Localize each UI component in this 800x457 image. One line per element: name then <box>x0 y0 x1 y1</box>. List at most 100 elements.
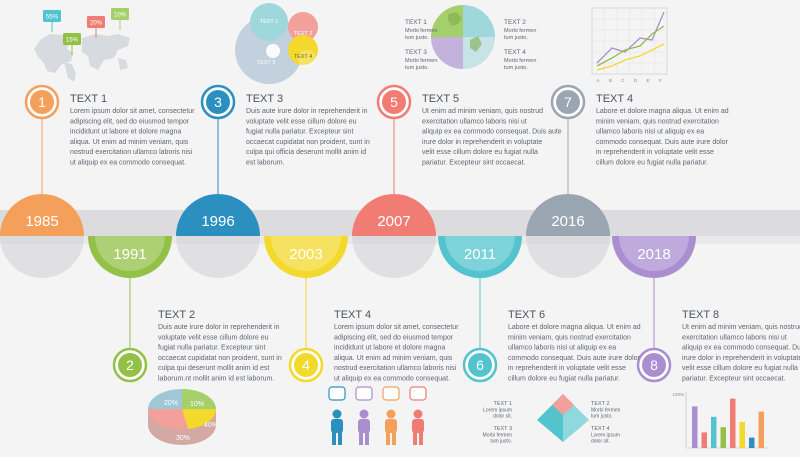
speech-bubble <box>328 386 346 401</box>
pyramid-legend-body: Lorem ipsum <box>483 408 512 414</box>
person-leg <box>413 432 417 445</box>
globe-legend-body: Morbi fermen <box>504 28 536 34</box>
person-body <box>385 419 397 433</box>
pyramid <box>537 394 589 442</box>
milestone-title: TEXT 6 <box>508 309 545 321</box>
globe-pie <box>431 5 495 69</box>
pie3d-label: 10% <box>190 401 204 408</box>
badge-number: 7 <box>564 94 572 110</box>
line-chart-tick: D <box>634 78 638 83</box>
bar <box>758 411 764 448</box>
globe-legend-title: TEXT 1 <box>405 19 427 26</box>
milestone-text: velit esse cillum dolore eu fugiat nulla <box>682 365 798 372</box>
badge-fill <box>206 90 230 114</box>
milestone-text: voluptate velit esse cillum dolore eu <box>158 334 269 341</box>
milestone-title: TEXT 2 <box>158 309 195 321</box>
bubble-label: TEXT 4 <box>294 54 313 60</box>
milestone-2: 1991 <box>88 236 172 278</box>
milestone-title: TEXT 8 <box>682 309 719 321</box>
pyramid-legend-title: TEXT 4 <box>591 426 610 432</box>
badge-number: 3 <box>214 94 222 110</box>
milestone-text: aliqua. Ut enim ad minim veniam, quis <box>70 139 189 146</box>
map-pin-label: 10% <box>114 13 127 19</box>
milestone-text: nostrud exercitation ullamco laboris nis… <box>334 365 457 372</box>
milestone-4: 2003 <box>264 236 348 278</box>
globe-legend-body: Morbi fermen <box>504 58 536 64</box>
milestone-text: irure dolor in reprehenderit in voluptat… <box>682 355 800 362</box>
bar <box>739 422 745 448</box>
milestone-text: Labore et dolore magna aliqua. Ut enim a… <box>508 324 641 331</box>
person-leg <box>419 432 423 445</box>
milestone-text: fugiat nulla pariatur. Excepteur sint <box>158 345 265 352</box>
milestone-text: culpa qui officia deserunt mollit anim i… <box>246 149 366 156</box>
line-chart-tick: E <box>646 78 649 83</box>
badge-fill <box>642 353 666 377</box>
globe-legend-body: tum justo. <box>405 35 429 41</box>
pyramid-legend-body: Morbi fermen <box>483 433 513 439</box>
year-label: 2007 <box>377 213 410 230</box>
person-leg <box>359 432 363 445</box>
semicircle-lower <box>88 236 172 278</box>
milestone-text: cillum dolore eu fugiat nulla pariatur. <box>596 160 708 167</box>
badge-number: 1 <box>38 94 46 110</box>
badge-number: 2 <box>126 357 134 373</box>
person-head <box>332 409 342 419</box>
person-leg <box>392 432 396 445</box>
semicircle-inner <box>619 236 689 271</box>
milestone-text: minim veniam, quis nostrud exercitation <box>596 118 719 125</box>
milestone-text: incididunt ut labore et dolore magna <box>334 345 445 352</box>
semicircle-lower <box>438 236 522 278</box>
milestone-text: velit esse cillum dolore eu fugiat nulla <box>422 149 538 156</box>
milestone-title: TEXT 4 <box>596 93 633 105</box>
globe-legend-title: TEXT 2 <box>504 19 526 26</box>
semicircle-upper <box>176 194 260 236</box>
milestone-text: irure dolor in reprehenderit in voluptat… <box>422 139 542 146</box>
milestone-7: 2016 <box>526 194 610 278</box>
semicircle-upper <box>352 194 436 236</box>
milestone-text: pariatur. Excepteur sint occaecat. <box>682 376 786 383</box>
person-leg <box>365 432 369 445</box>
milestone-text: Duis aute irure dolor in reprehenderit i… <box>246 108 368 115</box>
pie3d-label: 30% <box>176 435 190 442</box>
year-label: 1991 <box>113 246 146 263</box>
milestone-text: ut aliquip ex ea commodo consequat. <box>334 376 450 383</box>
globe-legend-body: Morbi fermen <box>405 28 437 34</box>
milestone-text: Lorem ipsum dolor sit amet, consectetur <box>70 108 195 115</box>
globe-legend-body: tum justo. <box>504 35 528 41</box>
milestone-5: 2007 <box>352 194 436 278</box>
semicircle-inner <box>445 236 515 271</box>
milestone-text: Duis aute irure dolor in reprehenderit i… <box>158 324 280 331</box>
person-body <box>412 419 424 433</box>
world-map <box>34 34 130 82</box>
milestone-text: exercitation ullamco laboris nisi ut <box>422 118 527 125</box>
map-pins: 55% 15% 20% 10% <box>43 8 129 55</box>
badge-fill <box>382 90 406 114</box>
pyramid-legend-body: dolor sit. <box>493 414 512 420</box>
milestone-3: 1996 <box>176 194 260 278</box>
milestone-text: Lorem ipsum dolor sit amet, consectetur <box>334 324 459 331</box>
badge-number: 4 <box>302 357 310 373</box>
text-layer: TEXT 1 Lorem ipsum dolor sit amet, consec… <box>70 19 800 445</box>
milestone-text: cillum dolore eu fugiat nulla pariatur. <box>508 376 620 383</box>
milestone-6: 2011 <box>438 236 522 278</box>
semicircle-lower <box>612 236 696 278</box>
badge-number: 6 <box>476 357 484 373</box>
bubble-label: TEXT 1 <box>260 19 279 25</box>
milestone-text: ut aliquip ex ea commodo consequat. <box>70 160 186 167</box>
milestone-text: occaecat cupidatat non proident, sunt in <box>158 355 282 362</box>
person-head <box>386 409 396 419</box>
milestone-text: laborum.nt mollit anim id est laborum. <box>158 376 274 383</box>
bar <box>720 427 726 448</box>
map-pin-label: 55% <box>46 15 59 21</box>
map-pin <box>63 33 81 45</box>
milestone-text: minim veniam, quis nostrud exercitation <box>508 334 631 341</box>
milestone-text: aliquip ex ea commodo consequat. Duis au… <box>422 129 562 136</box>
semicircle-upper <box>526 194 610 236</box>
pyramid-legend-title: TEXT 1 <box>493 401 512 407</box>
milestone-text: in reprehenderit in voluptate velit esse <box>508 365 626 372</box>
milestone-text: aliquip ex ea commodo consequat. Duis au… <box>682 345 800 352</box>
milestone-text: adipiscing elit, sed do eiusmod tempor <box>70 118 190 125</box>
semicircle-shadow <box>176 236 260 278</box>
milestone-text: Ut enim ad minim veniam, quis nostrud <box>422 108 543 115</box>
